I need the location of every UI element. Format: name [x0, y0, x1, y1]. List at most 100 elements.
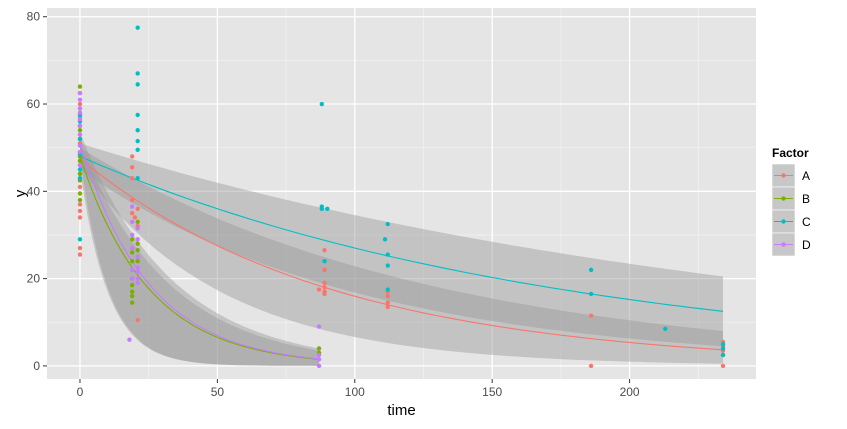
y-tick-label: 60	[27, 97, 41, 111]
point-B	[129, 237, 135, 242]
point-C	[319, 101, 325, 107]
legend-key-D: D	[771, 232, 811, 257]
point-A	[77, 202, 83, 207]
y-tick-label: 80	[27, 10, 41, 24]
legend-key-A: A	[771, 163, 810, 188]
x-axis-title: time	[387, 402, 415, 419]
point-C	[77, 136, 83, 142]
point-D	[129, 232, 135, 238]
point-A	[135, 206, 140, 211]
point-B	[135, 248, 140, 253]
x-tick-label: 200	[620, 385, 640, 399]
point-A	[77, 252, 83, 257]
point-C	[77, 167, 83, 172]
legend-dot	[781, 196, 786, 201]
point-C	[135, 112, 140, 118]
fit-line-B	[79, 156, 320, 360]
point-D	[135, 254, 140, 259]
point-A	[720, 363, 726, 369]
point-D	[129, 204, 135, 209]
x-tick-label: 100	[345, 385, 365, 399]
point-C	[385, 263, 390, 268]
point-D	[135, 280, 140, 286]
point-B	[129, 250, 135, 255]
point-C	[720, 352, 726, 358]
point-D	[316, 357, 322, 362]
point-D	[135, 237, 140, 242]
point-D	[77, 97, 83, 102]
y-axis-title: y	[12, 189, 29, 197]
x-axis-ticks: 0 50 100 150 200	[77, 379, 640, 399]
point-C	[135, 176, 140, 181]
point-B	[135, 241, 140, 246]
point-D	[77, 149, 83, 155]
legend-label: D	[802, 238, 811, 252]
fit-line-C	[79, 155, 724, 312]
point-A	[129, 197, 135, 203]
point-C	[135, 25, 140, 30]
x-tick-label: 50	[211, 385, 225, 399]
legend-key-B: B	[771, 186, 810, 211]
point-C	[385, 221, 390, 227]
point-A	[129, 176, 135, 181]
point-A	[77, 208, 83, 214]
point-D	[77, 143, 83, 148]
fit-line-A	[79, 158, 724, 351]
point-C	[77, 176, 83, 181]
point-A	[385, 304, 390, 310]
point-C	[663, 326, 668, 332]
point-C	[325, 206, 330, 211]
point-A	[322, 267, 327, 273]
legend-key-C: C	[771, 209, 811, 234]
point-A	[322, 291, 327, 297]
point-D	[77, 106, 83, 111]
point-D	[77, 117, 83, 122]
point-D	[77, 90, 83, 96]
point-A	[588, 313, 594, 318]
point-D	[77, 123, 83, 129]
point-B	[77, 158, 83, 163]
point-D	[129, 245, 135, 251]
point-C	[319, 206, 325, 211]
point-D	[135, 269, 140, 275]
legend-dot	[781, 173, 786, 178]
point-A	[129, 210, 135, 216]
point-D	[135, 276, 140, 281]
point-C	[135, 147, 140, 153]
point-C	[720, 341, 726, 347]
point-D	[316, 363, 322, 369]
fit-lines	[79, 143, 724, 360]
point-B	[135, 219, 140, 225]
confidence-bands	[80, 132, 723, 366]
legend-dot	[781, 242, 786, 247]
point-A	[135, 317, 140, 323]
point-D	[77, 162, 83, 168]
point-D	[129, 276, 135, 281]
legend-label: B	[802, 192, 810, 206]
band-A	[80, 147, 723, 364]
point-B	[77, 128, 83, 133]
point-B	[129, 289, 135, 294]
point-B	[129, 258, 135, 264]
point-C	[135, 71, 140, 76]
point-C	[135, 138, 140, 144]
legend-label: A	[802, 169, 810, 183]
point-A	[132, 215, 138, 220]
point-B	[135, 258, 140, 264]
point-D	[77, 110, 83, 115]
point-D	[129, 219, 135, 225]
point-D	[135, 265, 140, 270]
point-D	[135, 226, 140, 231]
point-A	[322, 285, 327, 290]
x-tick-label: 150	[482, 385, 502, 399]
point-D	[77, 132, 83, 137]
point-C	[77, 237, 83, 242]
fit-line-D	[79, 143, 320, 360]
x-tick-label: 0	[77, 385, 84, 399]
legend-label: C	[802, 215, 811, 229]
point-A	[588, 363, 594, 369]
point-A	[77, 245, 83, 251]
